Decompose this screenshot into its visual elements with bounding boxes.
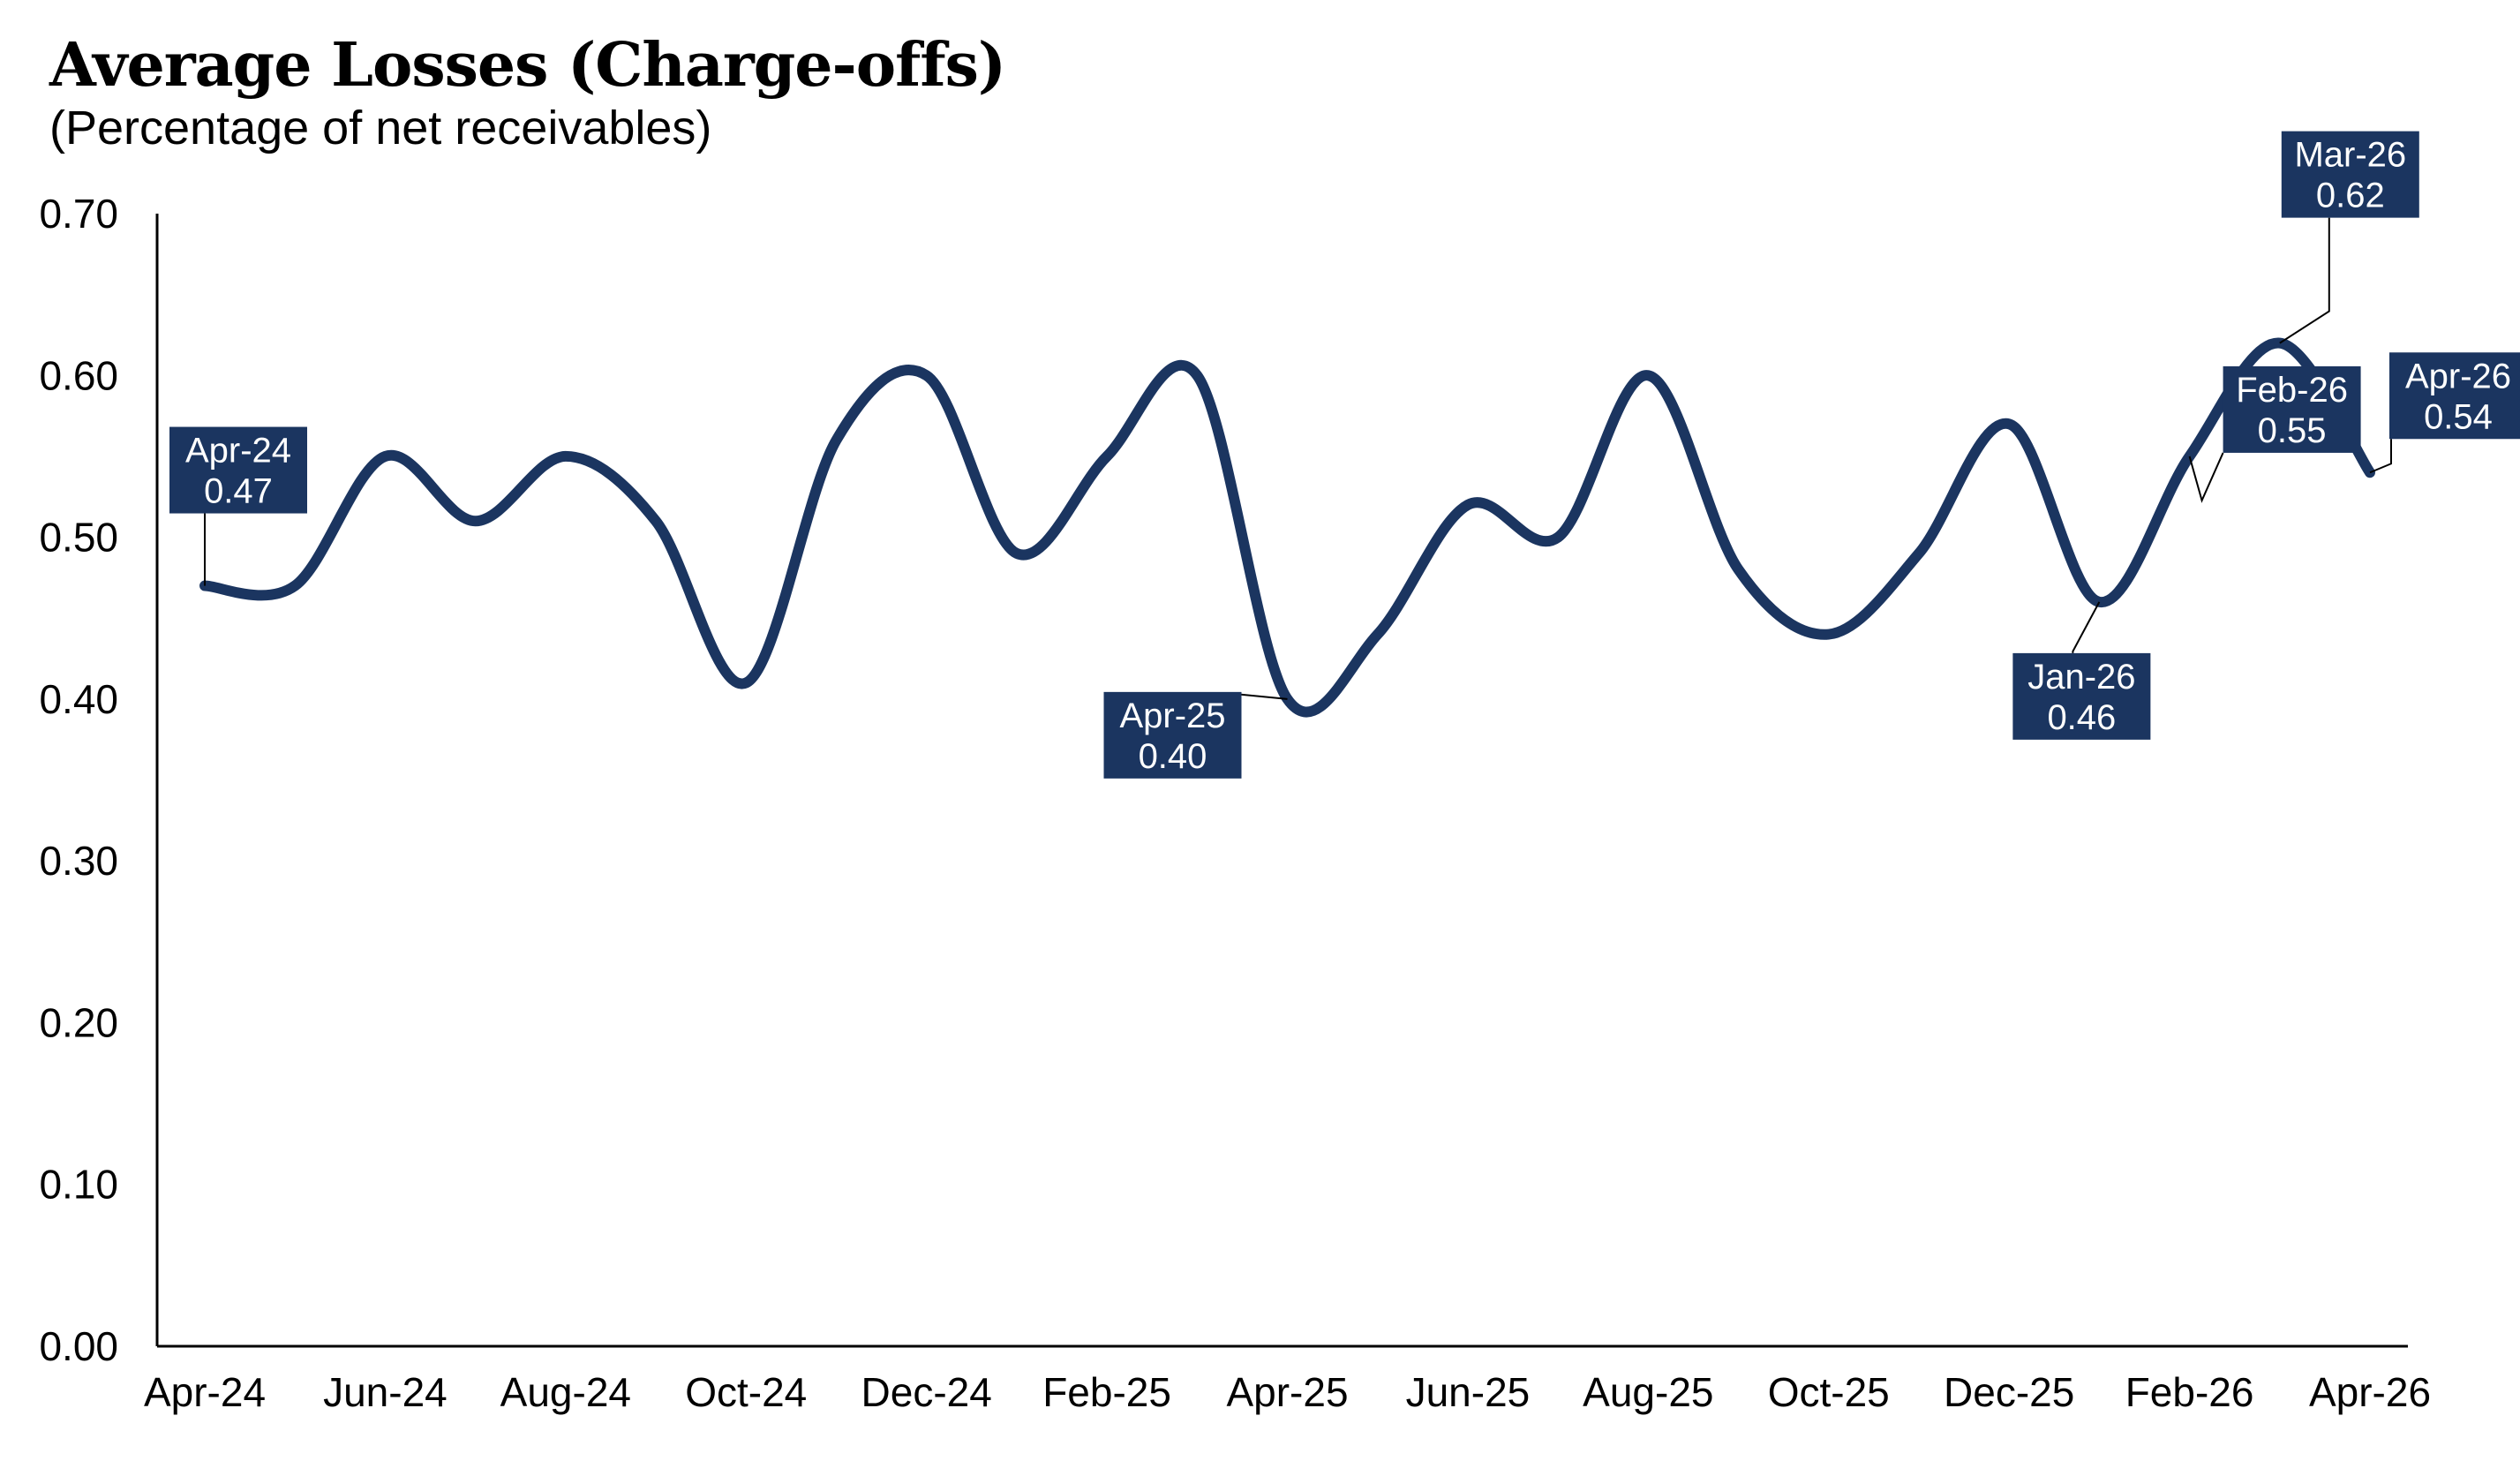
callout-mar-26: Mar-260.62 [2279,131,2419,344]
x-tick-label: Dec-24 [861,1369,992,1415]
callout-value-label: 0.47 [204,472,273,511]
x-tick-label: Aug-24 [500,1369,631,1415]
y-tick-label: 0.40 [39,676,118,722]
y-tick-label: 0.50 [39,515,118,561]
y-tick-label: 0.30 [39,838,118,884]
x-axis: Apr-24 Jun-24 Aug-24 Oct-24 Dec-24 Feb-25 Apr-… [144,1344,2431,1415]
callout-leader-line [2188,452,2224,503]
y-tick-label: 0.10 [39,1162,118,1208]
x-tick-label: Jun-24 [323,1369,448,1415]
callout-month-label: Feb-26 [2236,371,2348,410]
y-tick-label: 0.70 [39,191,118,237]
x-tick-label: Apr-26 [2309,1369,2431,1415]
y-tick-label: 0.20 [39,999,118,1045]
x-tick-label: Jun-25 [1406,1369,1531,1415]
callout-value-label: 0.54 [2424,397,2493,436]
y-axis: 0.00 0.10 0.20 0.30 0.40 0.50 0.60 0.70 [39,191,159,1369]
x-tick-label: Dec-25 [1944,1369,2074,1415]
y-tick-label: 0.60 [39,352,118,398]
callout-box [169,426,307,514]
x-tick-label: Feb-25 [1042,1369,1171,1415]
callout-month-label: Jan-26 [2027,658,2135,697]
x-tick-label: Apr-24 [144,1369,266,1415]
x-tick-label: Aug-25 [1583,1369,1713,1415]
callout-value-label: 0.40 [1139,737,1207,776]
callout-leader-line [2072,601,2101,653]
callout-box [2281,131,2419,218]
callout-value-label: 0.46 [2047,698,2116,737]
callouts: Apr-240.47 Apr-250.40 Jan-260.46 Feb-260.55… [169,131,2520,779]
callout-apr-24: Apr-240.47 [169,426,307,586]
x-tick-label: Oct-24 [685,1369,807,1415]
callout-value-label: 0.55 [2258,411,2327,450]
callout-feb-26: Feb-260.55 [2188,365,2361,503]
y-tick-label: 0.00 [39,1323,118,1369]
callout-leader-line [2279,217,2330,344]
chart-title: Average Losses (Charge-offs) [49,30,1006,101]
callout-month-label: Apr-24 [185,432,291,471]
x-tick-label: Feb-26 [2125,1369,2254,1415]
callout-box [2012,652,2151,740]
callout-apr-25: Apr-250.40 [1103,691,1288,779]
x-tick-label: Apr-25 [1226,1369,1348,1415]
callout-box [2223,365,2361,453]
callout-month-label: Apr-26 [2405,357,2511,395]
callout-leader-line [2369,439,2392,474]
chart-subtitle: (Percentage of net receivables) [49,102,712,154]
callout-box [2389,352,2520,440]
callout-month-label: Apr-25 [1119,697,1225,735]
x-tick-label: Oct-25 [1768,1369,1890,1415]
callout-leader-line [1232,692,1288,700]
callout-apr-26: Apr-260.54 [2369,352,2520,474]
callout-box [1103,691,1242,779]
callout-value-label: 0.62 [2316,177,2385,215]
callout-jan-26: Jan-260.46 [2012,601,2151,740]
callout-month-label: Mar-26 [2294,136,2406,175]
